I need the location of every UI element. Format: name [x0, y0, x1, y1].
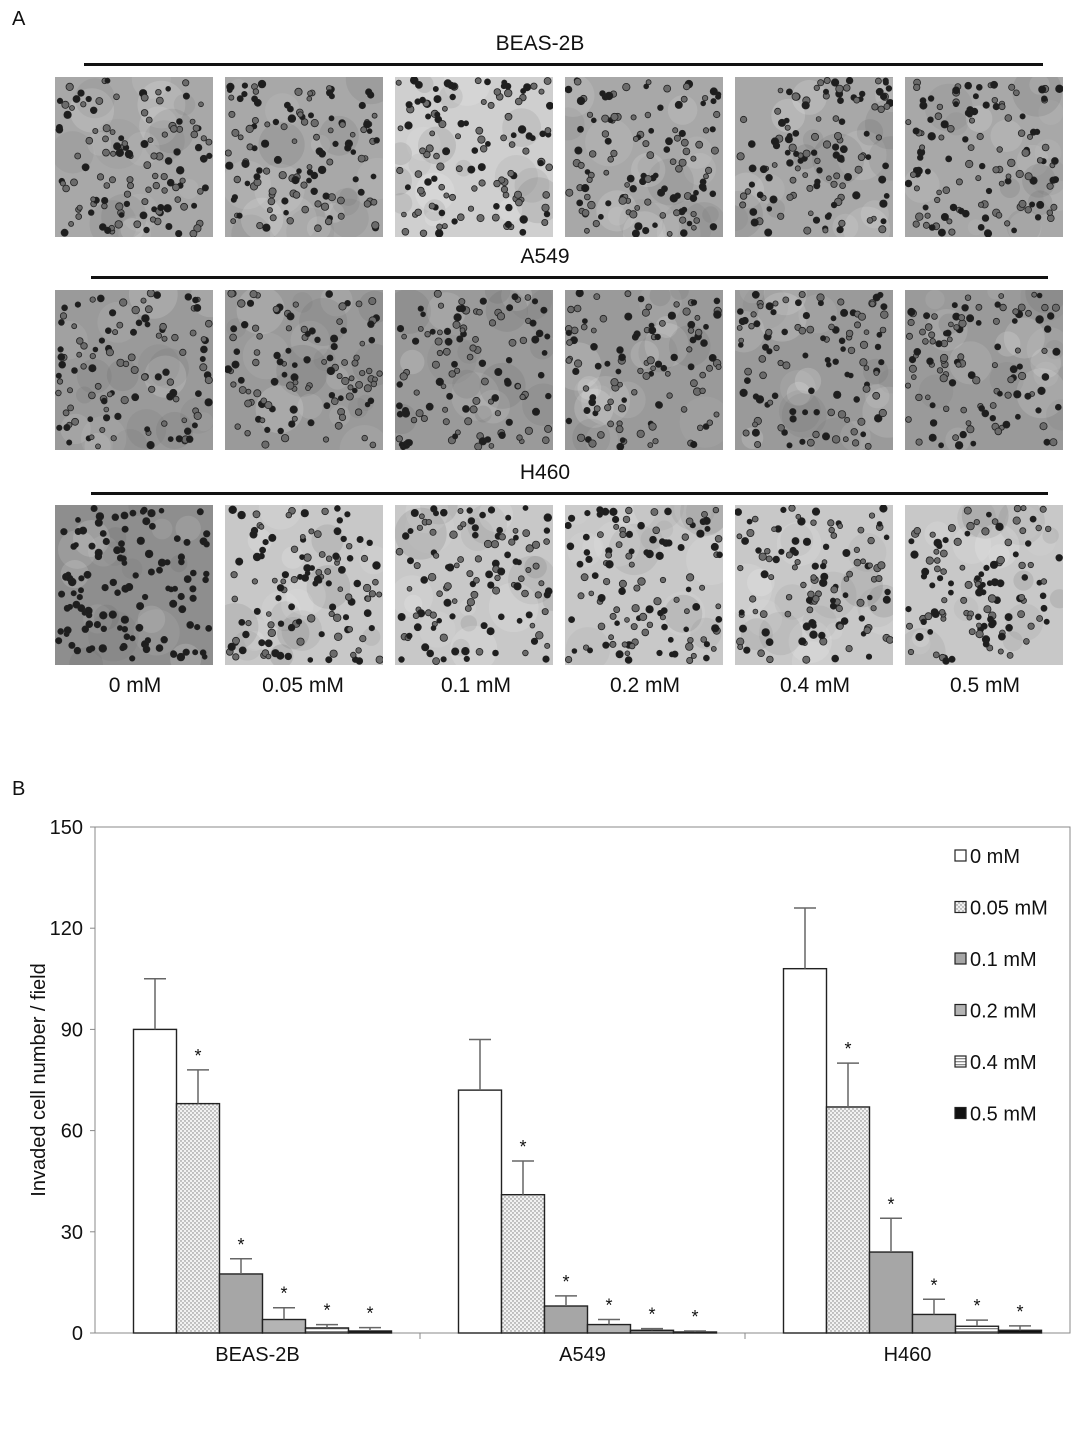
y-tick-label: 30	[61, 1222, 83, 1244]
legend-label: 0.4 mM	[970, 1052, 1037, 1074]
bar	[868, 1251, 914, 1334]
bar	[586, 1323, 632, 1334]
concentration-label: 0.1 mM	[440, 674, 511, 697]
row-divider	[84, 63, 1043, 66]
significance-marker: *	[648, 1305, 655, 1325]
micrograph-image	[735, 290, 893, 450]
micrograph-image	[565, 290, 723, 450]
micrograph-image	[905, 290, 1063, 450]
legend-swatch	[954, 900, 967, 914]
significance-marker: *	[605, 1296, 612, 1316]
micrograph-image	[735, 505, 893, 665]
legend-swatch	[954, 952, 967, 965]
bar	[347, 1330, 393, 1334]
panel-label-a: A	[12, 8, 26, 30]
y-tick-label: 90	[61, 1019, 83, 1041]
bar	[825, 1106, 871, 1334]
bar	[543, 1305, 589, 1334]
bar	[132, 1028, 178, 1334]
micrograph-image	[55, 77, 213, 237]
x-tick-label: H460	[884, 1344, 932, 1366]
significance-marker: *	[691, 1307, 698, 1327]
significance-marker: *	[280, 1284, 287, 1304]
legend-label: 0 mM	[970, 846, 1020, 868]
micrograph-image	[905, 505, 1063, 665]
panel-label-b: B	[12, 778, 26, 800]
y-tick-label: 0	[72, 1323, 83, 1345]
bar	[261, 1318, 307, 1334]
plot-area	[94, 826, 1071, 1334]
micrograph-image	[905, 77, 1063, 237]
bar	[218, 1273, 264, 1334]
significance-marker: *	[1016, 1302, 1023, 1322]
micrograph-image	[565, 505, 723, 665]
legend-label: 0.05 mM	[970, 898, 1048, 920]
y-tick-label: 120	[50, 918, 83, 940]
micrograph-image	[395, 505, 553, 665]
micrograph-image	[565, 77, 723, 237]
significance-marker: *	[194, 1046, 201, 1066]
significance-marker: *	[562, 1272, 569, 1292]
bar	[911, 1313, 957, 1334]
significance-marker: *	[237, 1235, 244, 1255]
legend-label: 0.5 mM	[970, 1104, 1037, 1126]
y-axis-label: Invaded cell number / field	[28, 963, 50, 1196]
bar	[500, 1193, 546, 1334]
significance-marker: *	[366, 1304, 373, 1324]
bar	[782, 967, 828, 1334]
legend-swatch	[954, 1106, 967, 1120]
concentration-label: 0.2 mM	[609, 674, 680, 697]
significance-marker: *	[323, 1301, 330, 1321]
micrograph-image	[395, 77, 553, 237]
row-title-beas2b: BEAS-2B	[495, 32, 585, 55]
y-tick-label: 60	[61, 1121, 83, 1143]
micrograph-image	[395, 290, 553, 450]
bar	[954, 1325, 1000, 1334]
bar	[175, 1102, 221, 1334]
row-divider	[91, 492, 1048, 495]
concentration-label: 0.05 mM	[262, 674, 344, 697]
bar	[997, 1329, 1043, 1334]
bar	[457, 1089, 503, 1334]
micrograph-image	[225, 77, 383, 237]
legend-swatch	[954, 1003, 967, 1017]
legend-swatch	[954, 849, 967, 862]
significance-marker: *	[887, 1194, 894, 1214]
x-tick-label: A549	[559, 1344, 606, 1366]
micrograph-image	[225, 505, 383, 665]
legend-swatch	[954, 1055, 967, 1068]
significance-marker: *	[844, 1039, 851, 1059]
row-title-h460: H460	[519, 461, 571, 484]
bar	[629, 1329, 675, 1334]
micrograph-image	[735, 77, 893, 237]
legend-label: 0.2 mM	[970, 1001, 1037, 1023]
significance-marker: *	[930, 1275, 937, 1295]
micrograph-image	[55, 290, 213, 450]
bar	[672, 1331, 718, 1334]
y-tick-label: 150	[50, 817, 83, 839]
significance-marker: *	[519, 1137, 526, 1157]
micrograph-image	[225, 290, 383, 450]
row-title-a549: A549	[520, 245, 570, 268]
concentration-label: 0.5 mM	[949, 674, 1020, 697]
bar	[304, 1327, 350, 1334]
row-divider	[91, 276, 1048, 279]
bar-chart: 0 30 60 90 120 150 Invaded cell number / field…	[28, 817, 1071, 1366]
x-tick-label: BEAS-2B	[215, 1344, 299, 1366]
micrograph-image	[55, 505, 213, 665]
concentration-label: 0 mM	[108, 674, 162, 697]
concentration-label: 0.4 mM	[779, 674, 850, 697]
significance-marker: *	[973, 1296, 980, 1316]
legend-label: 0.1 mM	[970, 949, 1037, 971]
